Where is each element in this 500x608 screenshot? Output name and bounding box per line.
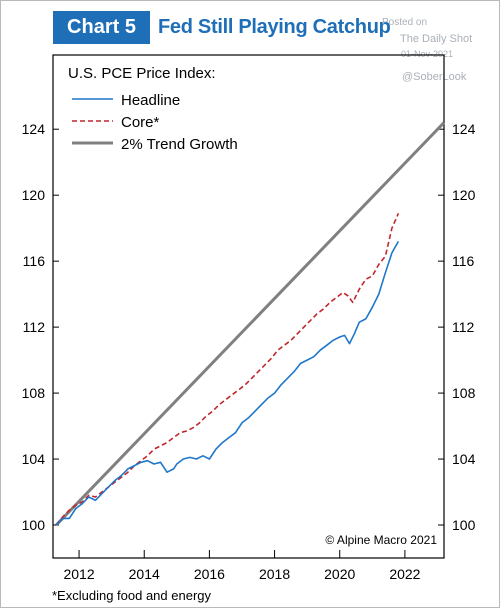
series-line-core bbox=[55, 212, 400, 526]
y-tick-label-left: 120 bbox=[22, 187, 46, 203]
legend-label: Headline bbox=[121, 92, 180, 109]
x-tick-label: 2022 bbox=[389, 566, 420, 582]
y-tick-label-right: 124 bbox=[452, 121, 476, 137]
x-tick-label: 2016 bbox=[194, 566, 225, 582]
plot-area-border bbox=[52, 54, 445, 559]
x-tick-label: 2014 bbox=[129, 566, 160, 582]
y-tick-label-left: 108 bbox=[22, 385, 46, 401]
y-tick-label-right: 104 bbox=[452, 451, 476, 467]
chart-number-badge: Chart 5 bbox=[53, 11, 150, 44]
header: Chart 5 Fed Still Playing Catchup bbox=[0, 0, 500, 52]
y-tick-label-right: 100 bbox=[452, 517, 476, 533]
chart-title: Fed Still Playing Catchup bbox=[158, 16, 391, 38]
y-tick-label-right: 116 bbox=[452, 253, 475, 269]
x-tick-label: 2018 bbox=[259, 566, 290, 582]
y-tick-label-left: 100 bbox=[22, 517, 46, 533]
legend: U.S. PCE Price Index: Headline Core* 2% Tr… bbox=[68, 65, 238, 153]
y-tick-label-right: 108 bbox=[452, 385, 476, 401]
legend-label: 2% Trend Growth bbox=[121, 136, 238, 153]
y-tick-label-left: 116 bbox=[23, 253, 46, 269]
y-tick-label-right: 112 bbox=[452, 319, 475, 335]
legend-title: U.S. PCE Price Index: bbox=[68, 65, 216, 82]
watermark-source: The Daily Shot bbox=[400, 33, 473, 45]
credit-label: © Alpine Macro 2021 bbox=[325, 533, 437, 547]
watermark-date: 01-Nov-2021 bbox=[401, 49, 454, 59]
y-tick-label-right: 120 bbox=[452, 187, 476, 203]
ticks-layer: 100 100 104 104 108 108 112 112 116 116 120 120 124 1… bbox=[22, 121, 476, 582]
watermark-posted-on: Posted on bbox=[382, 17, 428, 28]
footnote: *Excluding food and energy bbox=[52, 588, 212, 603]
y-tick-label-left: 112 bbox=[23, 319, 46, 335]
legend-label: Core* bbox=[121, 114, 160, 131]
watermark-handle: @SoberLook bbox=[402, 71, 467, 83]
series-line-2-trend-growth bbox=[55, 121, 446, 527]
y-tick-label-left: 104 bbox=[22, 451, 46, 467]
series-layer bbox=[55, 121, 446, 527]
series-line-headline bbox=[55, 241, 400, 526]
x-tick-label: 2020 bbox=[324, 566, 355, 582]
x-tick-label: 2012 bbox=[63, 566, 94, 582]
y-tick-label-left: 124 bbox=[22, 121, 46, 137]
